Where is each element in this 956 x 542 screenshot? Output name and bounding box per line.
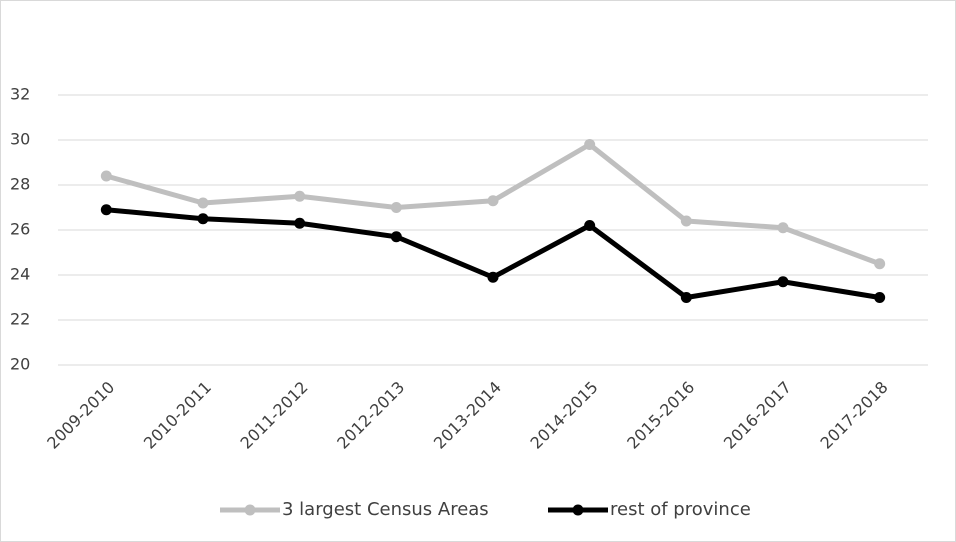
- legend-marker: [244, 504, 256, 516]
- data-point: [874, 292, 886, 303]
- data-point: [487, 271, 499, 283]
- data-point: [584, 139, 596, 150]
- y-tick-label: 32: [10, 85, 30, 104]
- data-point: [487, 195, 499, 207]
- y-tick-label: 28: [10, 175, 30, 194]
- data-point: [584, 220, 596, 231]
- data-point: [874, 258, 886, 270]
- legend-label: rest of province: [610, 499, 751, 520]
- data-point: [197, 213, 209, 225]
- data-point: [390, 202, 402, 213]
- data-point: [294, 190, 306, 202]
- y-tick-label: 22: [10, 310, 30, 329]
- legend-label: 3 largest Census Areas: [282, 499, 489, 520]
- data-point: [777, 276, 789, 288]
- data-point: [680, 215, 692, 227]
- data-point: [100, 170, 112, 182]
- data-point: [100, 204, 112, 216]
- data-point: [294, 217, 306, 229]
- y-tick-label: 24: [10, 265, 30, 284]
- y-tick-label: 30: [10, 130, 30, 149]
- data-point: [680, 292, 692, 303]
- data-point: [390, 231, 402, 243]
- legend-marker: [572, 504, 584, 516]
- y-tick-label: 26: [10, 220, 30, 239]
- data-point: [777, 222, 789, 234]
- data-point: [197, 197, 209, 209]
- y-tick-label: 20: [10, 355, 30, 374]
